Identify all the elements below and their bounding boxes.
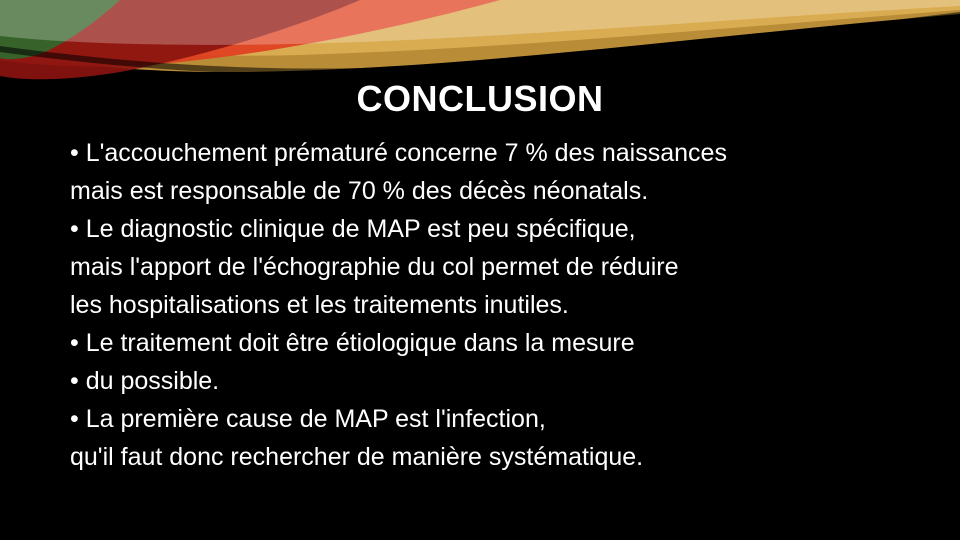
slide-title: CONCLUSION: [70, 78, 890, 120]
body-line: • du possible.: [70, 362, 890, 400]
body-line: • L'accouchement prématuré concerne 7 % …: [70, 134, 890, 172]
body-line: • La première cause de MAP est l'infecti…: [70, 400, 890, 438]
body-line: les hospitalisations et les traitements …: [70, 286, 890, 324]
body-line: mais est responsable de 70 % des décès n…: [70, 172, 890, 210]
body-line: • Le diagnostic clinique de MAP est peu …: [70, 210, 890, 248]
body-line: • Le traitement doit être étiologique da…: [70, 324, 890, 362]
body-line: mais l'apport de l'échographie du col pe…: [70, 248, 890, 286]
slide-body: • L'accouchement prématuré concerne 7 % …: [70, 134, 890, 476]
body-line: qu'il faut donc rechercher de manière sy…: [70, 438, 890, 476]
slide-content: CONCLUSION • L'accouchement prématuré co…: [0, 78, 960, 476]
